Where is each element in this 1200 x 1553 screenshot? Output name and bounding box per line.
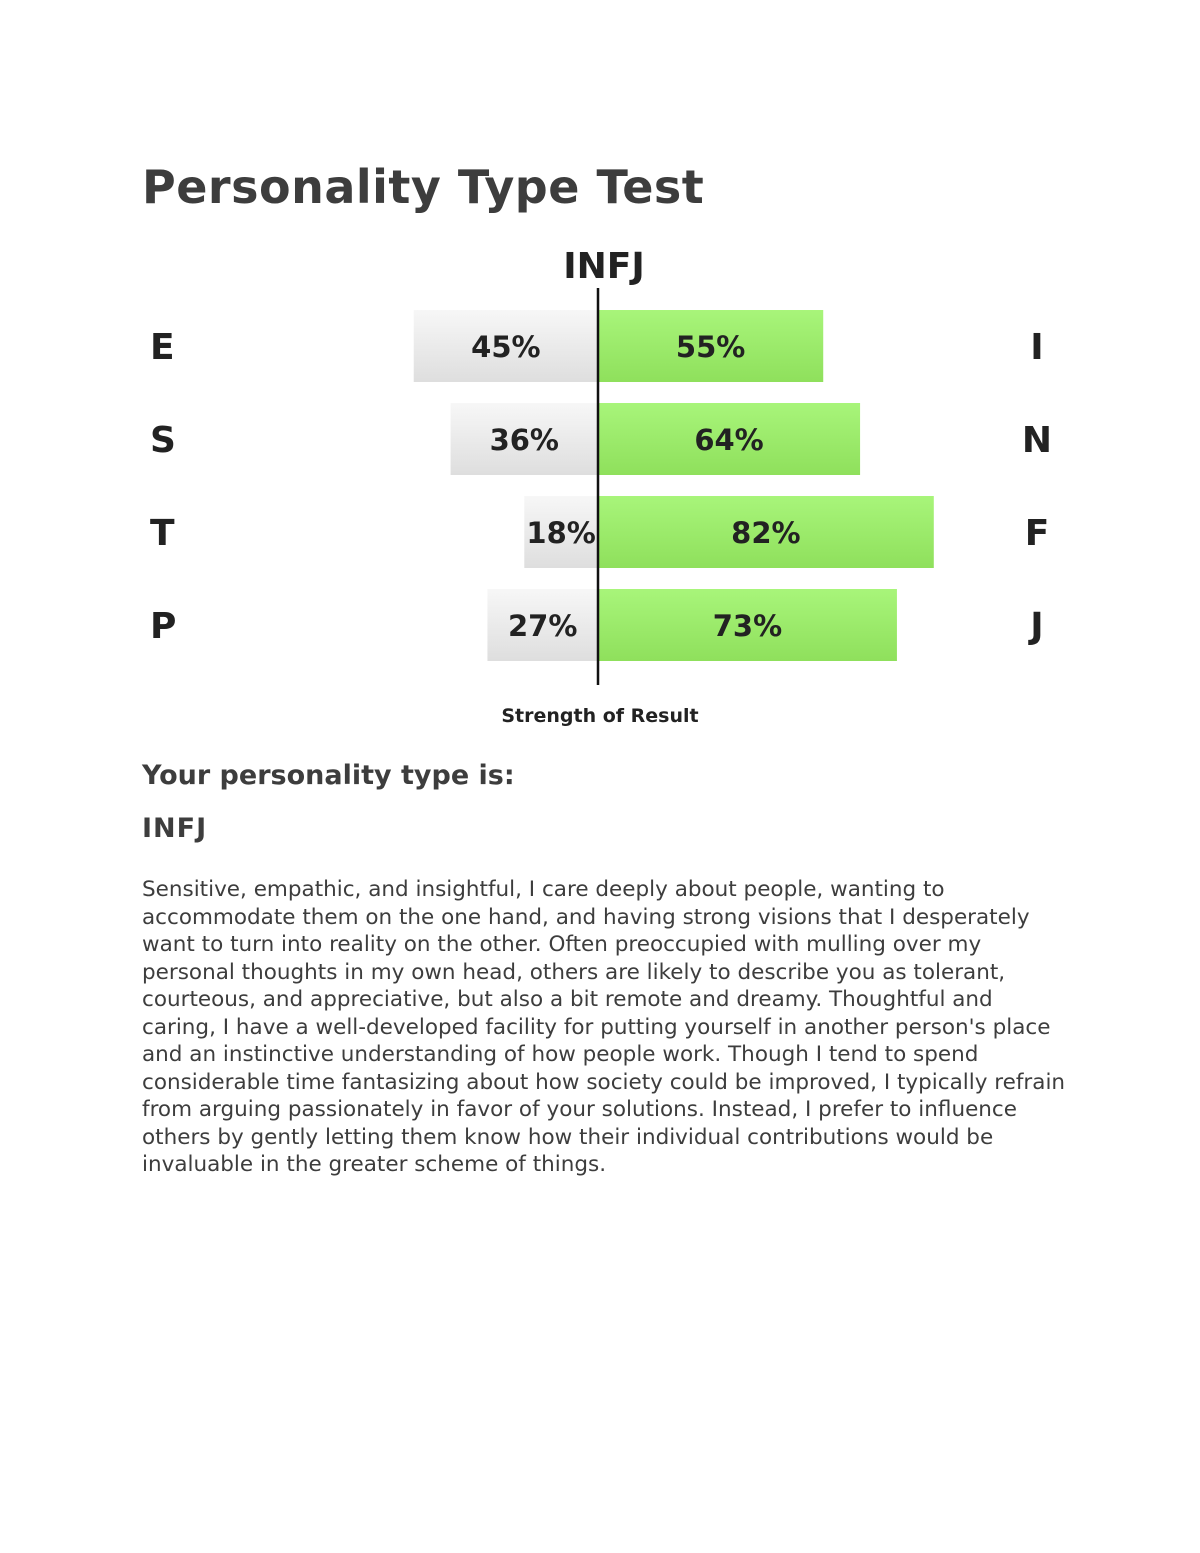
chart-title: INFJ: [563, 246, 645, 287]
right-trait-letter-j: J: [1027, 606, 1043, 647]
x-axis-label: Strength of Result: [501, 705, 698, 727]
bar-left-label-e-i: 45%: [471, 330, 540, 364]
type-description: Sensitive, empathic, and insightful, I c…: [142, 877, 1066, 1177]
bar-right-label-p-j: 73%: [713, 609, 782, 643]
bar-right-label-t-f: 82%: [731, 516, 800, 550]
result-heading: Your personality type is:: [142, 760, 515, 791]
left-trait-letter-s: S: [150, 420, 176, 461]
right-trait-letter-f: F: [1025, 513, 1050, 554]
bar-left-t-f: [524, 496, 598, 568]
bar-left-label-t-f: 18%: [526, 516, 595, 550]
bar-left-p-j: [487, 589, 598, 661]
personality-chart: INFJ E 45% 55% I S 36% 64% N T 18% 82% F P 27% 73% J St…: [150, 246, 1052, 727]
right-trait-letter-i: I: [1030, 327, 1043, 368]
bar-left-s-n: [450, 403, 598, 475]
bar-right-p-j: [598, 589, 897, 661]
page-title: Personality Type Test: [142, 160, 705, 214]
result-type: INFJ: [142, 813, 208, 844]
left-trait-letter-t: T: [150, 513, 175, 554]
bar-right-label-e-i: 55%: [676, 330, 745, 364]
bar-left-label-s-n: 36%: [490, 423, 559, 457]
bar-left-label-p-j: 27%: [508, 609, 577, 643]
bar-left-e-i: [413, 310, 598, 382]
bar-right-label-s-n: 64%: [694, 423, 763, 457]
left-trait-letter-p: P: [150, 606, 176, 647]
right-trait-letter-n: N: [1022, 420, 1052, 461]
bar-right-s-n: [598, 403, 861, 475]
bar-right-t-f: [598, 496, 934, 568]
left-trait-letter-e: E: [150, 327, 175, 368]
bar-right-e-i: [598, 310, 824, 382]
